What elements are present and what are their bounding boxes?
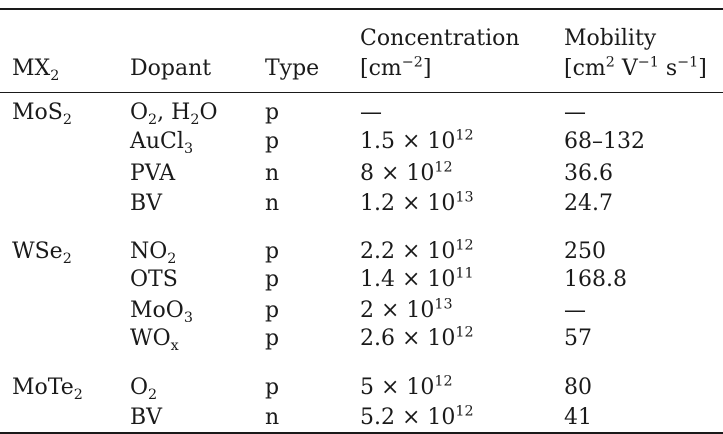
conc-exp: 12	[455, 324, 474, 341]
header-mx-text: MX	[12, 56, 51, 81]
conc-unit-pre: [cm	[360, 56, 402, 81]
conc-exp: 12	[434, 373, 453, 390]
cell-concentration: —	[360, 102, 382, 124]
cell-mobility: 68–132	[564, 129, 645, 154]
cell-dopant: O2, H2O	[130, 100, 218, 128]
cell-type: n	[265, 191, 280, 216]
cell-concentration: 2.6 × 1012	[360, 325, 474, 351]
header-mobility-unit: [cm2 V−1 s−1]	[564, 55, 707, 81]
header-mobility: Mobility	[564, 26, 657, 51]
cell-concentration: 5.2 × 1012	[360, 404, 474, 430]
conc-exp: 12	[434, 159, 453, 176]
conc-base: 8 × 10	[360, 161, 435, 186]
conc-base: 2.2 × 10	[360, 239, 456, 264]
cell-dopant: PVA	[130, 161, 176, 186]
cell-type: p	[265, 298, 280, 323]
mob-u2: V	[614, 56, 638, 81]
cell-type: p	[265, 326, 280, 351]
header-concentration: Concentration	[360, 26, 520, 51]
mob-u1: [cm	[564, 56, 606, 81]
material-text: MoTe	[12, 375, 74, 400]
cell-material: WSe2	[12, 239, 72, 267]
cell-dopant: BV	[130, 191, 163, 216]
cell-dopant: WOx	[130, 326, 179, 354]
cell-mobility: —	[564, 100, 586, 125]
mob-u3: s	[658, 56, 678, 81]
cell-type: p	[265, 239, 280, 264]
material-text: MoS	[12, 100, 63, 125]
cell-mobility: 24.7	[564, 191, 613, 216]
conc-base: 5 × 10	[360, 375, 435, 400]
conc-exp: 12	[455, 403, 474, 420]
cell-type: p	[265, 129, 280, 154]
cell-type: p	[265, 267, 280, 292]
cell-mobility: 250	[564, 239, 606, 264]
conc-base: —	[360, 100, 382, 125]
cell-concentration: 8 × 1012	[360, 160, 453, 186]
mob-u3-sup: −1	[677, 54, 699, 71]
cell-type: n	[265, 405, 280, 430]
conc-base: 1.5 × 10	[360, 129, 456, 154]
cell-material: MoTe2	[12, 375, 83, 403]
conc-exp: 13	[434, 296, 453, 313]
cell-mobility: 80	[564, 375, 592, 400]
mob-u2-sup: −1	[637, 54, 659, 71]
cell-dopant: O2	[130, 375, 158, 403]
cell-dopant: AuCl3	[130, 129, 194, 157]
cell-type: p	[265, 375, 280, 400]
header-type: Type	[265, 56, 320, 81]
cell-dopant: NO2	[130, 239, 177, 267]
mob-u4: ]	[698, 56, 707, 81]
cell-concentration: 1.4 × 1011	[360, 266, 474, 292]
material-sub: 2	[62, 112, 72, 128]
cell-material: MoS2	[12, 100, 72, 128]
material-sub: 2	[62, 251, 72, 267]
conc-exp: 12	[455, 127, 474, 144]
material-sub: 2	[73, 387, 83, 403]
material-text: WSe	[12, 239, 63, 264]
header-mx: MX2	[12, 56, 59, 84]
conc-base: 5.2 × 10	[360, 405, 456, 430]
cell-mobility: 57	[564, 326, 592, 351]
cell-concentration: 1.5 × 1012	[360, 128, 474, 154]
cell-concentration: 1.2 × 1013	[360, 190, 474, 216]
cell-dopant: BV	[130, 405, 163, 430]
conc-unit-post: ]	[422, 56, 432, 81]
cell-dopant: OTS	[130, 267, 178, 292]
mob-u1-sup: 2	[605, 54, 615, 71]
conc-base: 2 × 10	[360, 298, 435, 323]
conc-base: 2.6 × 10	[360, 326, 456, 351]
table-top-rule	[0, 8, 723, 10]
conc-base: 1.4 × 10	[360, 267, 456, 292]
conc-exp: 11	[455, 265, 474, 282]
conc-unit-sup: −2	[401, 54, 423, 71]
table-header-rule	[0, 92, 723, 93]
cell-mobility: 41	[564, 405, 592, 430]
conc-exp: 12	[455, 237, 474, 254]
header-mx-sub: 2	[50, 68, 60, 84]
conc-base: 1.2 × 10	[360, 191, 456, 216]
cell-concentration: 5 × 1012	[360, 374, 453, 400]
cell-type: n	[265, 161, 280, 186]
cell-dopant: MoO3	[130, 298, 193, 326]
header-concentration-unit: [cm−2]	[360, 55, 432, 81]
cell-type: p	[265, 100, 280, 125]
cell-mobility: 36.6	[564, 161, 613, 186]
conc-exp: 13	[455, 189, 474, 206]
header-dopant: Dopant	[130, 56, 212, 81]
cell-mobility: —	[564, 298, 586, 323]
cell-concentration: 2.2 × 1012	[360, 238, 474, 264]
cell-mobility: 168.8	[564, 267, 627, 292]
cell-concentration: 2 × 1013	[360, 297, 453, 323]
